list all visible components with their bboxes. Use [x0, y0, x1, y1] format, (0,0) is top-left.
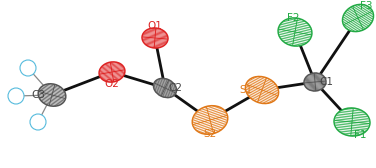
Ellipse shape: [304, 73, 326, 91]
Ellipse shape: [153, 78, 176, 98]
Text: S2: S2: [203, 129, 217, 139]
Ellipse shape: [343, 4, 373, 32]
Ellipse shape: [99, 62, 125, 82]
Text: F3: F3: [360, 1, 372, 11]
Circle shape: [30, 114, 46, 130]
Ellipse shape: [38, 84, 66, 106]
Text: O1: O1: [147, 21, 162, 31]
Ellipse shape: [142, 28, 168, 48]
Text: O2: O2: [105, 79, 120, 89]
Text: C2: C2: [168, 83, 182, 93]
Ellipse shape: [246, 76, 279, 103]
Text: S1: S1: [240, 85, 253, 95]
Text: C1: C1: [319, 77, 333, 87]
Circle shape: [8, 88, 24, 104]
Text: F2: F2: [287, 13, 299, 23]
Text: F1: F1: [354, 130, 366, 140]
Ellipse shape: [278, 18, 312, 46]
Ellipse shape: [192, 106, 228, 134]
Circle shape: [20, 60, 36, 76]
Text: C3: C3: [31, 90, 45, 100]
Ellipse shape: [334, 108, 370, 136]
